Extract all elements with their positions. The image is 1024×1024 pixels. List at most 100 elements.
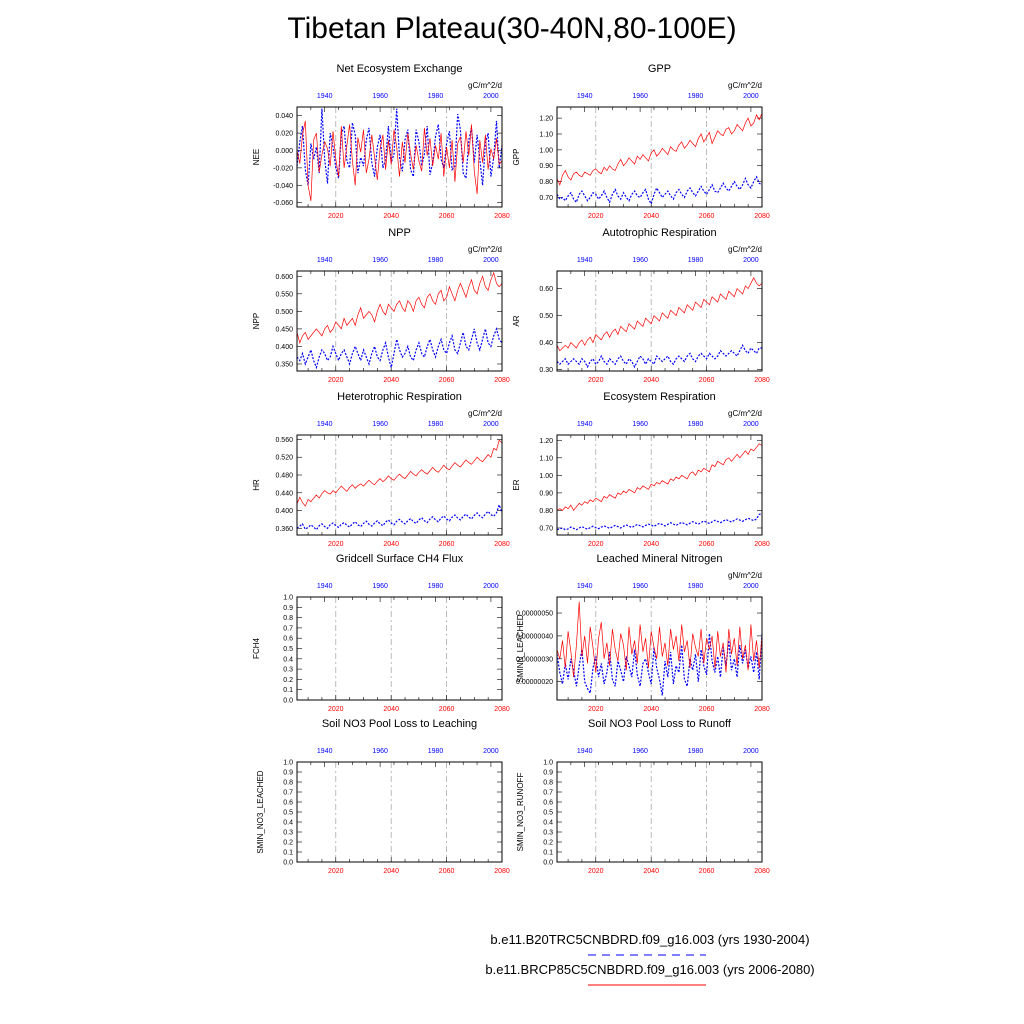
y-tick-label: 0.440 (275, 490, 293, 497)
legend-historical: b.e11.B20TRC5CNBDRD.f09_g16.003 (yrs 193… (0, 932, 1024, 947)
y-tick-label: 1.00 (539, 147, 553, 154)
bottom-tick-label: 2040 (643, 706, 659, 713)
y-tick-label: 0.520 (275, 455, 293, 462)
y-tick-label: 0.000 (275, 148, 293, 155)
top-tick-label: 1960 (372, 257, 388, 264)
top-tick-label: 1980 (688, 421, 704, 428)
bottom-tick-label: 2040 (383, 706, 399, 713)
y-tick-label: 1.0 (543, 760, 553, 767)
units-label: gN/m^2/d (728, 571, 762, 580)
y-tick-label: 0.1 (283, 850, 293, 857)
top-tick-label: 2000 (743, 93, 759, 100)
plot-frame (296, 761, 503, 863)
y-tick-label: 0.550 (275, 291, 293, 298)
y-tick-label: 0.5 (283, 646, 293, 653)
top-tick-label: 1940 (317, 748, 333, 755)
top-tick-label: 2000 (743, 583, 759, 590)
y-tick-label: 0.2 (283, 840, 293, 847)
plot-frame (556, 596, 763, 701)
y-tick-label: 0.8 (283, 780, 293, 787)
y-tick-label: 0.40 (539, 340, 553, 347)
panel-title: Net Ecosystem Exchange (337, 63, 463, 75)
chart-panel-er: Ecosystem Respiration gC/m^2/d 1940 1960 198… (512, 391, 770, 548)
series-line-future (556, 277, 763, 352)
legend-future-label: b.e11.BRCP85C5CNBDRD.f09_g16.003 (yrs 20… (485, 962, 815, 977)
chart-panel-sminn_leached: Leached Mineral Nitrogen gN/m^2/d 1940 1960… (516, 553, 770, 713)
y-axis-label: NPP (252, 313, 261, 329)
y-tick-label: 1.20 (539, 116, 553, 123)
y-tick-label: 0.7 (543, 790, 553, 797)
y-tick-label: 0.6 (543, 800, 553, 807)
series-line-future (556, 113, 763, 186)
y-tick-label: 0.450 (275, 326, 293, 333)
y-tick-label: 0.7 (283, 625, 293, 632)
panel-title: Leached Mineral Nitrogen (597, 553, 723, 565)
bottom-tick-label: 2020 (588, 541, 604, 548)
y-tick-label: 0.5 (543, 810, 553, 817)
top-tick-label: 1960 (632, 257, 648, 264)
top-tick-label: 1960 (372, 748, 388, 755)
top-tick-label: 1980 (688, 583, 704, 590)
bottom-tick-label: 2060 (439, 868, 455, 875)
y-tick-label: 0.0 (283, 860, 293, 867)
series-line-future (296, 271, 503, 345)
panel-title: Soil NO3 Pool Loss to Runoff (588, 718, 732, 730)
panel-title: Heterotrophic Respiration (337, 391, 462, 403)
series-line-future (556, 601, 763, 678)
top-tick-label: 1940 (317, 583, 333, 590)
y-tick-label: 0.5 (283, 810, 293, 817)
bottom-tick-label: 2020 (328, 377, 344, 384)
y-tick-label: 1.10 (539, 131, 553, 138)
bottom-tick-label: 2040 (643, 213, 659, 220)
y-tick-label: -0.060 (273, 200, 293, 207)
y-tick-label: 0.4 (283, 656, 293, 663)
top-tick-label: 2000 (483, 583, 499, 590)
y-axis-label: GPP (512, 149, 521, 166)
y-axis-label: SMIN_NO3_RUNOFF (516, 773, 525, 852)
panel-title: GPP (648, 63, 671, 75)
top-tick-label: 1980 (428, 257, 444, 264)
top-tick-label: 1960 (632, 93, 648, 100)
y-tick-label: 1.0 (283, 595, 293, 602)
top-tick-label: 1980 (428, 93, 444, 100)
plot-frame (296, 596, 503, 701)
y-tick-label: 0.3 (283, 830, 293, 837)
bottom-tick-label: 2020 (588, 868, 604, 875)
chart-panel-smin_no3_leached: Soil NO3 Pool Loss to Leaching 1940 1960 19… (256, 718, 510, 875)
y-tick-label: 0.040 (275, 113, 293, 120)
bottom-tick-label: 2040 (383, 541, 399, 548)
y-tick-label: 0.360 (275, 526, 293, 533)
panel-title: Ecosystem Respiration (603, 391, 716, 403)
y-tick-label: 0.9 (543, 770, 553, 777)
bottom-tick-label: 2060 (439, 541, 455, 548)
y-tick-label: -0.020 (273, 165, 293, 172)
plot-frame (296, 434, 503, 536)
bottom-tick-label: 2060 (699, 213, 715, 220)
panel-title: Autotrophic Respiration (602, 227, 716, 239)
legend-historical-label: b.e11.B20TRC5CNBDRD.f09_g16.003 (yrs 193… (490, 932, 810, 947)
bottom-tick-label: 2080 (494, 706, 510, 713)
top-tick-label: 1960 (372, 93, 388, 100)
bottom-tick-label: 2040 (643, 868, 659, 875)
bottom-tick-label: 2020 (588, 377, 604, 384)
bottom-tick-label: 2040 (643, 377, 659, 384)
y-tick-label: 0.70 (539, 195, 553, 202)
top-tick-label: 1980 (428, 748, 444, 755)
top-tick-label: 1960 (632, 421, 648, 428)
panel-title: NPP (388, 227, 411, 239)
y-axis-label: ER (512, 479, 521, 490)
bottom-tick-label: 2020 (328, 541, 344, 548)
y-tick-label: 0.600 (275, 274, 293, 281)
bottom-tick-label: 2080 (754, 541, 770, 548)
page-title: Tibetan Plateau(30-40N,80-100E) (287, 12, 737, 45)
top-tick-label: 2000 (743, 421, 759, 428)
units-label: gC/m^2/d (468, 409, 502, 418)
bottom-tick-label: 2020 (328, 868, 344, 875)
y-axis-label: SMIN_NO3_LEACHED (256, 770, 265, 853)
units-label: gC/m^2/d (468, 245, 502, 254)
y-tick-label: 0.7 (283, 790, 293, 797)
top-tick-label: 1980 (428, 421, 444, 428)
top-tick-label: 1940 (577, 93, 593, 100)
series-line-future (296, 439, 503, 507)
